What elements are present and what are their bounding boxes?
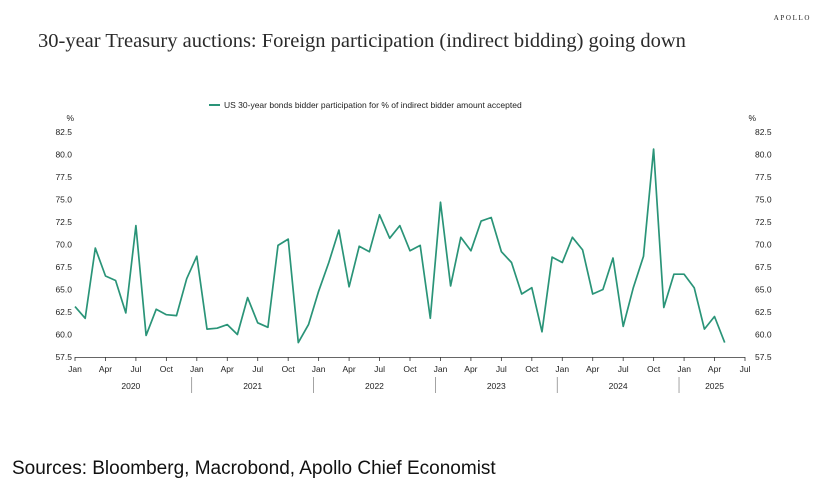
x-tick-label: Oct xyxy=(160,364,174,374)
y-tick-label-right: 60.0 xyxy=(755,330,772,340)
x-year-label: 2021 xyxy=(243,381,262,391)
x-tick-label: Apr xyxy=(464,364,477,374)
x-tick-label: Jan xyxy=(434,364,448,374)
x-tick-label: Jan xyxy=(312,364,326,374)
y-tick-label-left: 80.0 xyxy=(55,150,72,160)
y-tick-label-left: 60.0 xyxy=(55,330,72,340)
y-tick-label-right: 70.0 xyxy=(755,240,772,250)
plot-area xyxy=(74,148,726,344)
series-line xyxy=(74,148,726,344)
x-tick-label: Jul xyxy=(130,364,141,374)
x-tick-label: Jan xyxy=(68,364,82,374)
chart-title: 30-year Treasury auctions: Foreign parti… xyxy=(38,30,686,52)
y-tick-label-left: 65.0 xyxy=(55,285,72,295)
x-year-label: 2024 xyxy=(609,381,628,391)
x-tick-label: Apr xyxy=(99,364,112,374)
y-unit-right: % xyxy=(748,113,756,123)
y-tick-label-right: 75.0 xyxy=(755,195,772,205)
legend-label: US 30-year bonds bidder participation fo… xyxy=(224,100,522,110)
x-year-label: 2023 xyxy=(487,381,506,391)
x-year-label: 2022 xyxy=(365,381,384,391)
y-tick-label-left: 82.5 xyxy=(55,127,72,137)
y-unit-left: % xyxy=(66,113,74,123)
x-tick-label: Apr xyxy=(586,364,599,374)
x-tick-label: Jul xyxy=(740,364,751,374)
x-year-label: 2025 xyxy=(705,381,724,391)
y-tick-label-right: 62.5 xyxy=(755,307,772,317)
y-tick-label-left: 62.5 xyxy=(55,307,72,317)
y-tick-label-left: 57.5 xyxy=(55,352,72,362)
x-tick-label: Apr xyxy=(221,364,234,374)
brand-logo: APOLLO xyxy=(773,14,811,22)
y-tick-label-right: 57.5 xyxy=(755,352,772,362)
x-year-label: 2020 xyxy=(121,381,140,391)
line-chart: US 30-year bonds bidder participation fo… xyxy=(55,100,772,393)
x-tick-label: Oct xyxy=(403,364,417,374)
x-tick-label: Jul xyxy=(252,364,263,374)
x-tick-label: Jan xyxy=(190,364,204,374)
y-tick-label-left: 67.5 xyxy=(55,262,72,272)
x-tick-label: Apr xyxy=(342,364,355,374)
legend: US 30-year bonds bidder participation fo… xyxy=(209,100,522,110)
y-tick-label-right: 82.5 xyxy=(755,127,772,137)
y-tick-label-right: 77.5 xyxy=(755,172,772,182)
x-axis: Jan Apr Jul Oct Jan Apr Jul Oct Jan Apr Jul Oct Jan A… xyxy=(68,357,751,393)
y-tick-label-right: 72.5 xyxy=(755,217,772,227)
sources-note: Sources: Bloomberg, Macrobond, Apollo Ch… xyxy=(12,458,496,479)
y-axis-right: % 57.5 60.0 62.5 65.0 67.5 70.0 72.5 75.0 77.5 80.… xyxy=(748,113,771,362)
x-tick-label: Oct xyxy=(282,364,296,374)
y-tick-label-right: 67.5 xyxy=(755,262,772,272)
y-tick-label-right: 65.0 xyxy=(755,285,772,295)
x-tick-label: Jan xyxy=(677,364,691,374)
y-tick-label-left: 77.5 xyxy=(55,172,72,182)
x-tick-label: Jul xyxy=(496,364,507,374)
x-tick-label: Oct xyxy=(647,364,661,374)
y-tick-label-left: 70.0 xyxy=(55,240,72,250)
y-tick-label-left: 75.0 xyxy=(55,195,72,205)
y-axis-left: % 57.5 60.0 62.5 65.0 67.5 70.0 72.5 75.0 77.5 80.… xyxy=(55,113,74,362)
x-tick-label: Jul xyxy=(374,364,385,374)
x-tick-label: Jul xyxy=(618,364,629,374)
x-tick-label: Oct xyxy=(525,364,539,374)
x-tick-label: Jan xyxy=(555,364,569,374)
y-tick-label-left: 72.5 xyxy=(55,217,72,227)
x-tick-label: Apr xyxy=(708,364,721,374)
y-tick-label-right: 80.0 xyxy=(755,150,772,160)
